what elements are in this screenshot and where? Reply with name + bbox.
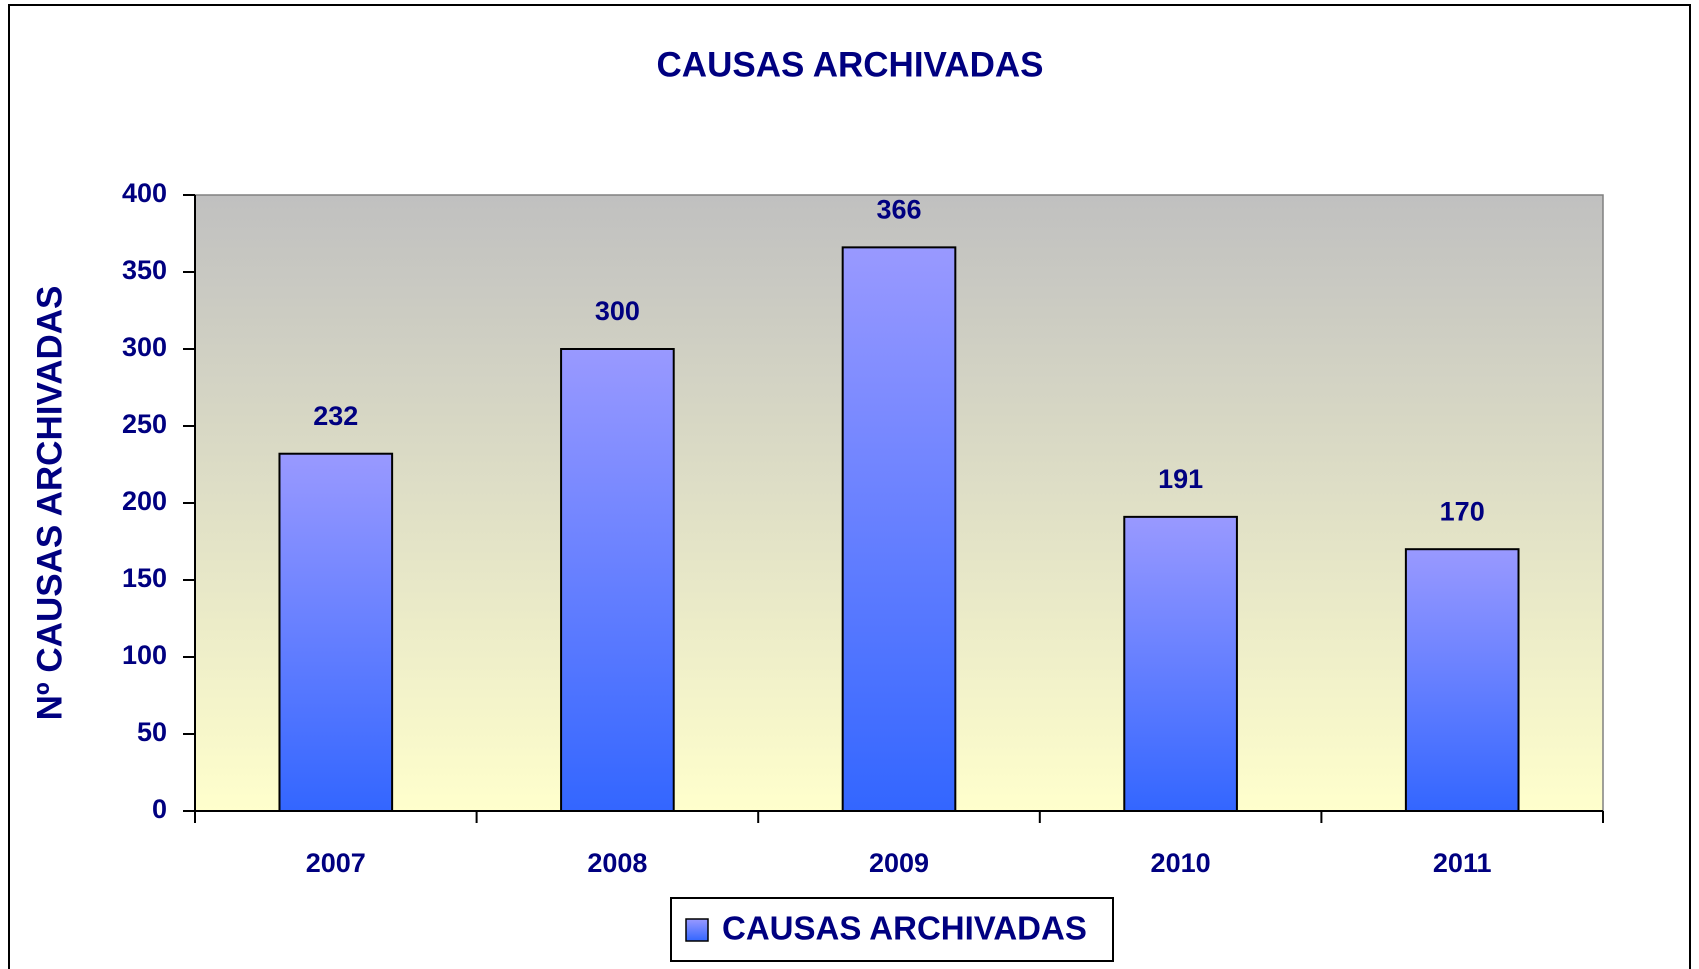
legend-label: CAUSAS ARCHIVADAS bbox=[722, 910, 1087, 947]
bar bbox=[1123, 515, 1238, 812]
bar bbox=[278, 452, 394, 812]
y-tick-label: 250 bbox=[122, 409, 167, 439]
chart-title: CAUSAS ARCHIVADAS bbox=[657, 45, 1044, 84]
data-label: 366 bbox=[876, 194, 921, 224]
data-label: 170 bbox=[1440, 496, 1485, 526]
data-label: 191 bbox=[1158, 464, 1203, 494]
x-tick-label: 2008 bbox=[587, 848, 647, 878]
legend-swatch bbox=[685, 918, 709, 942]
y-tick-label: 350 bbox=[122, 255, 167, 285]
data-label: 232 bbox=[313, 401, 358, 431]
bar bbox=[1404, 548, 1520, 812]
bar bbox=[841, 246, 957, 813]
y-tick-label: 50 bbox=[137, 717, 167, 747]
y-tick-label: 200 bbox=[122, 486, 167, 516]
legend bbox=[670, 897, 1114, 962]
bar bbox=[560, 348, 675, 812]
data-label: 300 bbox=[595, 296, 640, 326]
y-tick-label: 400 bbox=[122, 178, 167, 208]
x-tick-label: 2007 bbox=[306, 848, 366, 878]
y-axis-label: Nº CAUSAS ARCHIVADAS bbox=[30, 286, 69, 721]
x-tick-label: 2011 bbox=[1433, 848, 1492, 878]
y-tick-label: 150 bbox=[122, 563, 167, 593]
x-tick-label: 2009 bbox=[869, 848, 929, 878]
y-tick-label: 100 bbox=[122, 640, 167, 670]
y-tick-label: 0 bbox=[152, 794, 167, 824]
x-tick-label: 2010 bbox=[1151, 848, 1211, 878]
y-tick-label: 300 bbox=[122, 332, 167, 362]
